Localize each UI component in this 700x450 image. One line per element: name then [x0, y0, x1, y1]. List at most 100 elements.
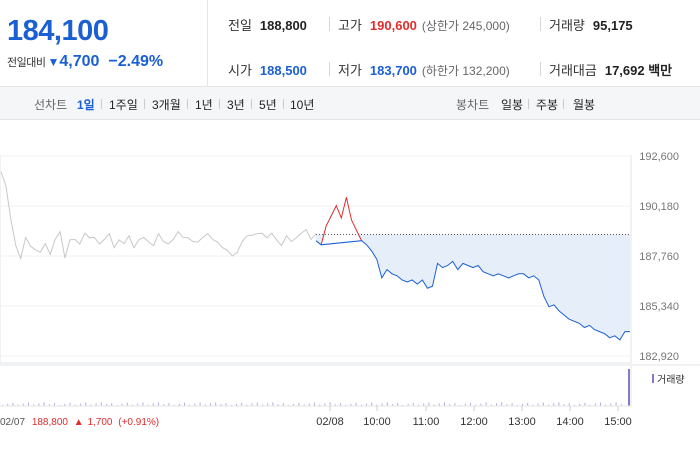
volume-bar — [262, 404, 263, 406]
volume-bar — [381, 403, 383, 406]
divider — [101, 99, 102, 109]
volume-bar — [522, 403, 523, 406]
lower-limit: (하한가 132,200) — [421, 64, 510, 78]
period-1w[interactable]: 1주일 — [109, 98, 138, 112]
candle-monthly[interactable]: 월봉 — [573, 98, 596, 112]
volume-bar — [194, 403, 196, 406]
prev-day-pct: (+0.91%) — [118, 417, 159, 428]
volume-bar — [38, 403, 40, 406]
period-1d[interactable]: 1일 — [77, 98, 95, 112]
change-label: 전일대비 — [7, 57, 46, 69]
volume-bar — [386, 402, 388, 406]
x-tick-label: 02/08 — [316, 416, 344, 428]
volume-bar — [584, 402, 586, 406]
volume-bar — [506, 404, 508, 406]
period-3y[interactable]: 3년 — [227, 98, 245, 112]
period-bar: 선차트 1일 1주일 3개월 1년 3년 5년 10년 봉차트 일봉 주봉 월봉 — [0, 87, 700, 120]
x-tick-label: 15:00 — [604, 416, 632, 428]
down-triangle-icon: ▼ — [47, 55, 60, 69]
volume-bar — [433, 404, 435, 406]
volume-label: 거래량 — [549, 18, 585, 33]
period-5y[interactable]: 5년 — [259, 98, 277, 112]
volume-bar — [17, 404, 19, 406]
volume-bar — [48, 404, 50, 406]
volume-bar — [579, 403, 581, 406]
volume-bar — [334, 404, 336, 406]
volume-bar — [542, 402, 544, 406]
volume-bar — [74, 404, 76, 406]
volume-bar — [293, 403, 295, 406]
volume-bar — [282, 403, 284, 406]
period-1y[interactable]: 1년 — [195, 98, 213, 112]
x-tick-label: 13:00 — [508, 416, 536, 428]
volume-bar — [329, 402, 331, 406]
volume-bar — [407, 403, 409, 406]
current-price-box: 184,100 전일대비 ▼ 4,700 −2.49% — [0, 0, 208, 87]
volume-bar — [184, 402, 185, 406]
candle-daily[interactable]: 일봉 — [501, 98, 524, 112]
volume-bar — [147, 404, 149, 406]
volume-bar — [438, 403, 440, 406]
amount-value: 17,692 백만 — [604, 63, 673, 78]
prev-day-line — [0, 171, 317, 261]
volume-bar — [142, 402, 144, 406]
divider — [540, 62, 541, 76]
volume-bar — [168, 403, 170, 406]
volume-bar — [319, 404, 321, 406]
volume-value: 95,175 — [592, 18, 633, 33]
volume-bar — [360, 404, 362, 406]
volume-bar — [314, 402, 315, 406]
volume-bar — [454, 403, 456, 406]
prev-close-stat: 전일 188,800 — [228, 15, 307, 34]
volume-bar — [610, 403, 612, 406]
divider — [283, 99, 284, 109]
prev-day-change: 1,700 — [87, 417, 112, 428]
volume-bar — [418, 404, 419, 406]
volume-bar — [444, 402, 445, 406]
divider — [540, 17, 541, 31]
candle-weekly[interactable]: 주봉 — [536, 98, 559, 112]
volume-bar — [277, 404, 279, 406]
x-tick-label: 12:00 — [460, 416, 488, 428]
period-3m[interactable]: 3개월 — [152, 98, 181, 112]
volume-bar — [563, 404, 565, 406]
amount-stat: 거래대금 17,692 백만 — [549, 60, 672, 79]
volume-bar — [628, 369, 630, 406]
volume-bar — [376, 404, 378, 406]
volume-bar — [511, 403, 513, 406]
volume-bar — [589, 404, 591, 406]
volume-bar — [43, 402, 45, 406]
prev-day-close: 188,800 — [32, 417, 69, 428]
current-price: 184,100 — [7, 15, 109, 47]
volume-stat: 거래량 95,175 — [549, 15, 633, 34]
volume-bar — [163, 404, 165, 406]
volume-bar — [220, 404, 222, 406]
volume-bar — [64, 403, 66, 406]
divider — [144, 99, 145, 109]
volume-bar — [100, 402, 102, 406]
period-10y[interactable]: 10년 — [290, 98, 315, 112]
volume-bar — [251, 403, 253, 406]
change-amount: 4,700 — [59, 53, 100, 70]
volume-bar — [350, 403, 352, 406]
volume-bar — [594, 403, 596, 406]
divider — [329, 17, 330, 31]
prev-day-info: 02/07 188,800 ▲ 1,700 (+0.91%) — [0, 417, 159, 428]
volume-bar — [501, 402, 503, 406]
amount-label: 거래대금 — [549, 63, 597, 78]
y-tick-label: 185,340 — [639, 301, 679, 313]
volume-legend-swatch — [652, 374, 654, 383]
line-chart-label: 선차트 — [34, 98, 68, 112]
volume-bar — [527, 402, 529, 406]
open-value: 188,500 — [259, 63, 307, 78]
up-triangle-icon: ▲ — [74, 417, 84, 428]
volume-bar — [553, 403, 555, 406]
volume-bar — [428, 402, 430, 406]
today-line-down — [315, 240, 630, 341]
divider — [187, 99, 188, 109]
volume-bar — [7, 403, 9, 406]
volume-bar — [537, 403, 539, 406]
volume-bar — [132, 404, 133, 406]
y-tick-label: 192,600 — [639, 151, 679, 163]
volume-legend-label: 거래량 — [657, 374, 685, 386]
